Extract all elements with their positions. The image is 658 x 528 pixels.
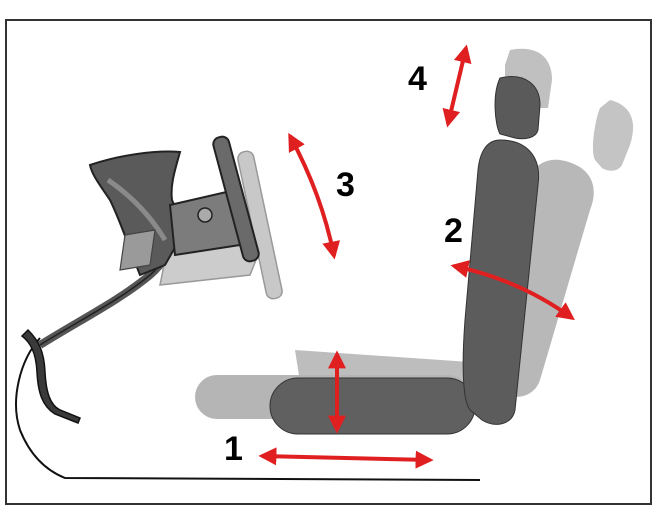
arrow-backrest-tilt bbox=[450, 260, 575, 321]
arrow-fore-aft bbox=[258, 447, 434, 469]
label-wheel-tilt: 3 bbox=[336, 166, 355, 204]
adjustment-arrows bbox=[258, 44, 575, 469]
label-cushion-tilt: 2 bbox=[444, 212, 463, 250]
floor-line bbox=[15, 337, 481, 481]
diagram-border bbox=[5, 19, 652, 505]
label-headrest-height: 4 bbox=[408, 60, 427, 98]
arrow-headrest-height bbox=[442, 44, 472, 128]
car-seat-icon bbox=[269, 76, 541, 435]
arrow-wheel-tilt bbox=[288, 132, 341, 260]
steering-wheel-icon bbox=[88, 135, 260, 277]
label-fore-aft: 1 bbox=[224, 430, 243, 468]
